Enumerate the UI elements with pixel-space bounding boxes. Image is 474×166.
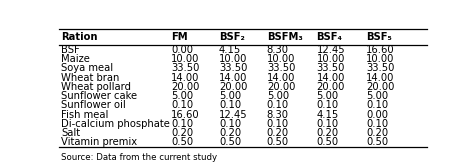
Text: 12.45: 12.45 [219, 110, 248, 120]
Text: Source: Data from the current study: Source: Data from the current study [61, 153, 217, 162]
Text: 0.00: 0.00 [171, 45, 193, 55]
Text: 0.20: 0.20 [366, 128, 388, 138]
Text: 10.00: 10.00 [171, 54, 200, 64]
Text: 14.00: 14.00 [366, 73, 394, 83]
Text: 14.00: 14.00 [171, 73, 200, 83]
Text: 0.50: 0.50 [219, 137, 241, 147]
Text: 14.00: 14.00 [219, 73, 247, 83]
Text: Vitamin premix: Vitamin premix [61, 137, 137, 147]
Text: 10.00: 10.00 [316, 54, 345, 64]
Text: 0.10: 0.10 [316, 119, 338, 129]
Text: 0.10: 0.10 [267, 119, 289, 129]
Text: BSFM₃: BSFM₃ [267, 32, 302, 42]
Text: 0.20: 0.20 [267, 128, 289, 138]
Text: Fish meal: Fish meal [61, 110, 109, 120]
Text: 20.00: 20.00 [267, 82, 295, 92]
Text: 4.15: 4.15 [316, 110, 338, 120]
Text: 33.50: 33.50 [267, 63, 295, 74]
Text: 0.20: 0.20 [316, 128, 338, 138]
Text: Wheat bran: Wheat bran [61, 73, 119, 83]
Text: Sunflower oil: Sunflower oil [61, 100, 126, 110]
Text: Ration: Ration [61, 32, 98, 42]
Text: 20.00: 20.00 [366, 82, 394, 92]
Text: Salt: Salt [61, 128, 80, 138]
Text: 0.10: 0.10 [219, 119, 241, 129]
Text: 5.00: 5.00 [171, 91, 193, 101]
Text: 0.50: 0.50 [267, 137, 289, 147]
Text: Wheat pollard: Wheat pollard [61, 82, 131, 92]
Text: 0.50: 0.50 [171, 137, 193, 147]
Text: Di-calcium phosphate: Di-calcium phosphate [61, 119, 170, 129]
Text: 20.00: 20.00 [316, 82, 345, 92]
Text: 33.50: 33.50 [219, 63, 247, 74]
Text: 10.00: 10.00 [219, 54, 247, 64]
Text: 0.10: 0.10 [267, 100, 289, 110]
Text: 0.20: 0.20 [171, 128, 193, 138]
Text: 0.20: 0.20 [219, 128, 241, 138]
Text: 20.00: 20.00 [171, 82, 200, 92]
Text: 0.10: 0.10 [171, 100, 193, 110]
Text: 0.10: 0.10 [171, 119, 193, 129]
Text: 16.60: 16.60 [366, 45, 395, 55]
Text: 10.00: 10.00 [366, 54, 394, 64]
Text: 5.00: 5.00 [366, 91, 388, 101]
Text: 4.15: 4.15 [219, 45, 241, 55]
Text: Maize: Maize [61, 54, 90, 64]
Text: 33.50: 33.50 [316, 63, 345, 74]
Text: 14.00: 14.00 [316, 73, 345, 83]
Text: BSF₄: BSF₄ [316, 32, 342, 42]
Text: BSF₂: BSF₂ [219, 32, 245, 42]
Text: 0.10: 0.10 [366, 119, 388, 129]
Text: 16.60: 16.60 [171, 110, 200, 120]
Text: 0.10: 0.10 [316, 100, 338, 110]
Text: 0.50: 0.50 [366, 137, 388, 147]
Text: FM: FM [171, 32, 188, 42]
Text: 5.00: 5.00 [219, 91, 241, 101]
Text: 0.10: 0.10 [219, 100, 241, 110]
Text: 5.00: 5.00 [316, 91, 338, 101]
Text: 8.30: 8.30 [267, 45, 289, 55]
Text: 0.10: 0.10 [366, 100, 388, 110]
Text: Sunflower cake: Sunflower cake [61, 91, 137, 101]
Text: 10.00: 10.00 [267, 54, 295, 64]
Text: 0.50: 0.50 [316, 137, 338, 147]
Text: 5.00: 5.00 [267, 91, 289, 101]
Text: 14.00: 14.00 [267, 73, 295, 83]
Text: 0.00: 0.00 [366, 110, 388, 120]
Text: BSF: BSF [61, 45, 80, 55]
Text: Soya meal: Soya meal [61, 63, 113, 74]
Text: BSF₅: BSF₅ [366, 32, 392, 42]
Text: 33.50: 33.50 [171, 63, 200, 74]
Text: 33.50: 33.50 [366, 63, 394, 74]
Text: 8.30: 8.30 [267, 110, 289, 120]
Text: 20.00: 20.00 [219, 82, 247, 92]
Text: 12.45: 12.45 [316, 45, 345, 55]
